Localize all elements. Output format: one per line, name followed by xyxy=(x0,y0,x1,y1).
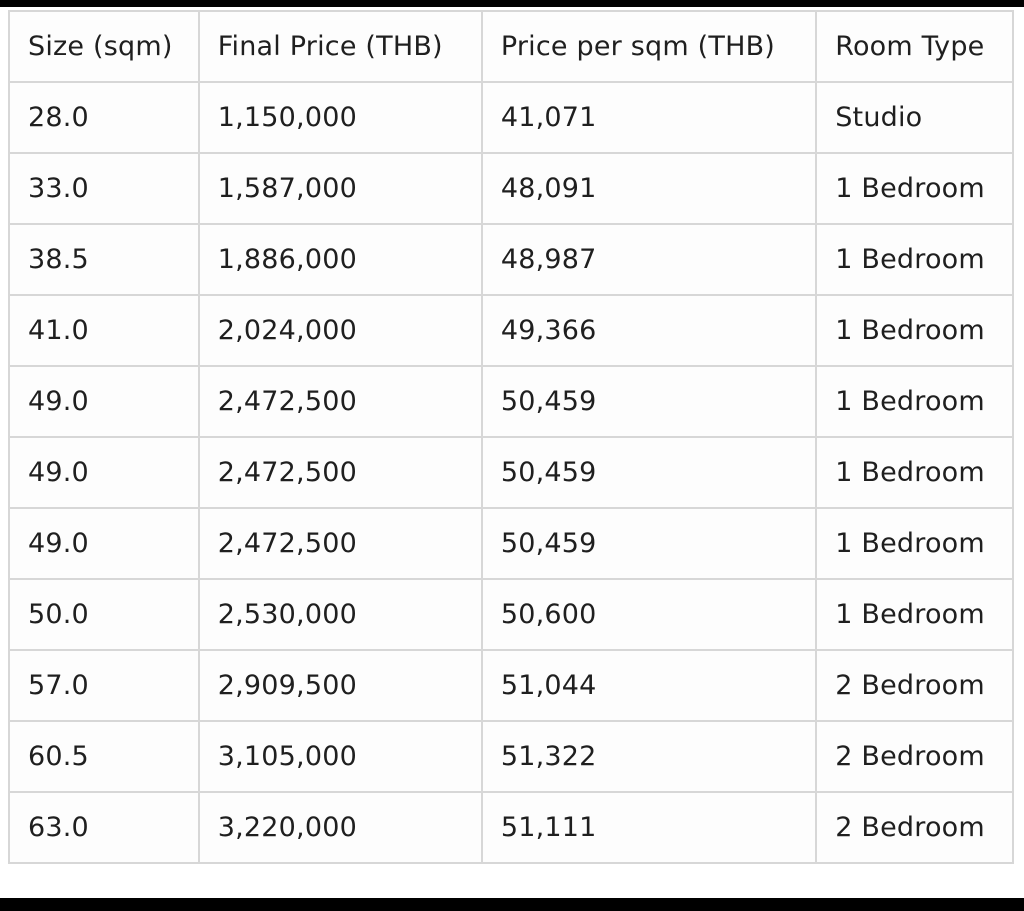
table-cell: 2 Bedroom xyxy=(815,649,1014,722)
table-cell: 2,472,500 xyxy=(197,365,483,438)
table-cell: 1 Bedroom xyxy=(815,152,1014,225)
column-header: Size (sqm) xyxy=(8,10,200,83)
table-row: 33.0 1,587,000 48,091 1 Bedroom xyxy=(8,152,1014,225)
table-cell: 50.0 xyxy=(8,578,200,651)
table-cell: 1 Bedroom xyxy=(815,223,1014,296)
table-cell: 49.0 xyxy=(8,365,200,438)
table-cell: 2,530,000 xyxy=(197,578,483,651)
table-cell: 1 Bedroom xyxy=(815,365,1014,438)
bottom-letterbox-bar xyxy=(0,898,1024,911)
table-cell: 3,105,000 xyxy=(197,720,483,793)
table-cell: 2,472,500 xyxy=(197,507,483,580)
table-row: 49.0 2,472,500 50,459 1 Bedroom xyxy=(8,436,1014,509)
price-table-container: Size (sqm) Final Price (THB) Price per sqm… xyxy=(8,10,1014,864)
table-cell: 2,472,500 xyxy=(197,436,483,509)
table-cell: 1 Bedroom xyxy=(815,294,1014,367)
table-cell: 1 Bedroom xyxy=(815,578,1014,651)
table-cell: 33.0 xyxy=(8,152,200,225)
table-row: 50.0 2,530,000 50,600 1 Bedroom xyxy=(8,578,1014,651)
table-cell: 2 Bedroom xyxy=(815,720,1014,793)
table-cell: 51,044 xyxy=(480,649,818,722)
price-table: Size (sqm) Final Price (THB) Price per sqm… xyxy=(8,10,1014,864)
table-row: 49.0 2,472,500 50,459 1 Bedroom xyxy=(8,365,1014,438)
table-cell: 41.0 xyxy=(8,294,200,367)
table-row: 28.0 1,150,000 41,071 Studio xyxy=(8,81,1014,154)
table-cell: 50,600 xyxy=(480,578,818,651)
table-cell: 41,071 xyxy=(480,81,818,154)
table-cell: 51,111 xyxy=(480,791,818,864)
table-cell: 51,322 xyxy=(480,720,818,793)
table-row: 49.0 2,472,500 50,459 1 Bedroom xyxy=(8,507,1014,580)
table-cell: 48,091 xyxy=(480,152,818,225)
table-cell: 63.0 xyxy=(8,791,200,864)
table-body: 28.0 1,150,000 41,071 Studio 33.0 1,587,000 48… xyxy=(8,81,1014,864)
table-cell: 38.5 xyxy=(8,223,200,296)
table-cell: 49.0 xyxy=(8,436,200,509)
table-cell: 2 Bedroom xyxy=(815,791,1014,864)
table-cell: 50,459 xyxy=(480,365,818,438)
table-cell: 50,459 xyxy=(480,507,818,580)
table-cell: Studio xyxy=(815,81,1014,154)
table-cell: 1 Bedroom xyxy=(815,507,1014,580)
column-header: Room Type xyxy=(815,10,1014,83)
table-row: 38.5 1,886,000 48,987 1 Bedroom xyxy=(8,223,1014,296)
table-cell: 1,587,000 xyxy=(197,152,483,225)
table-row: 57.0 2,909,500 51,044 2 Bedroom xyxy=(8,649,1014,722)
table-cell: 1,886,000 xyxy=(197,223,483,296)
table-row: 63.0 3,220,000 51,111 2 Bedroom xyxy=(8,791,1014,864)
table-cell: 3,220,000 xyxy=(197,791,483,864)
table-row: 60.5 3,105,000 51,322 2 Bedroom xyxy=(8,720,1014,793)
table-cell: 49,366 xyxy=(480,294,818,367)
table-cell: 50,459 xyxy=(480,436,818,509)
top-letterbox-bar xyxy=(0,0,1024,7)
table-cell: 48,987 xyxy=(480,223,818,296)
table-cell: 60.5 xyxy=(8,720,200,793)
table-cell: 2,024,000 xyxy=(197,294,483,367)
column-header: Final Price (THB) xyxy=(197,10,483,83)
table-cell: 1,150,000 xyxy=(197,81,483,154)
table-cell: 1 Bedroom xyxy=(815,436,1014,509)
column-header: Price per sqm (THB) xyxy=(480,10,818,83)
table-cell: 57.0 xyxy=(8,649,200,722)
header-row: Size (sqm) Final Price (THB) Price per sqm… xyxy=(8,10,1014,83)
table-cell: 49.0 xyxy=(8,507,200,580)
table-cell: 28.0 xyxy=(8,81,200,154)
table-row: 41.0 2,024,000 49,366 1 Bedroom xyxy=(8,294,1014,367)
table-cell: 2,909,500 xyxy=(197,649,483,722)
